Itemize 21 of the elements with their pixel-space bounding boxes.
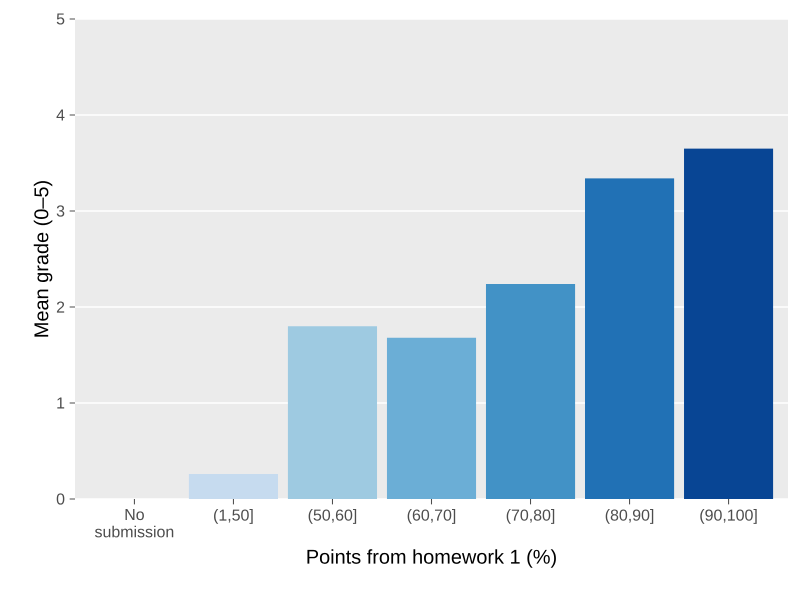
x-tick-label: (80,90] <box>606 509 654 524</box>
x-tick-label: (1,50] <box>214 509 253 524</box>
bar <box>584 178 674 499</box>
bar <box>486 284 576 499</box>
y-tick-label: 3 <box>56 205 64 217</box>
bar <box>386 338 476 499</box>
y-axis-title: Mean grade (0–5) <box>34 181 52 337</box>
x-tick-label: (50,60] <box>308 509 356 524</box>
y-tick-label: 4 <box>56 110 65 120</box>
x-tick-label: No submission <box>94 509 174 538</box>
x-axis-title: Points from homework 1 (%) <box>307 549 556 568</box>
bar <box>288 326 378 499</box>
x-tick-label: (60,70] <box>408 509 456 524</box>
y-tick-label: 5 <box>56 13 64 25</box>
x-tick-label: (70,80] <box>506 509 554 524</box>
y-tick-label: 1 <box>57 398 64 408</box>
bar <box>684 148 774 499</box>
x-tick-label: (90,100] <box>700 509 757 524</box>
y-tick-label: 0 <box>56 493 64 505</box>
y-tick-label: 2 <box>56 301 64 313</box>
bar <box>188 474 278 499</box>
